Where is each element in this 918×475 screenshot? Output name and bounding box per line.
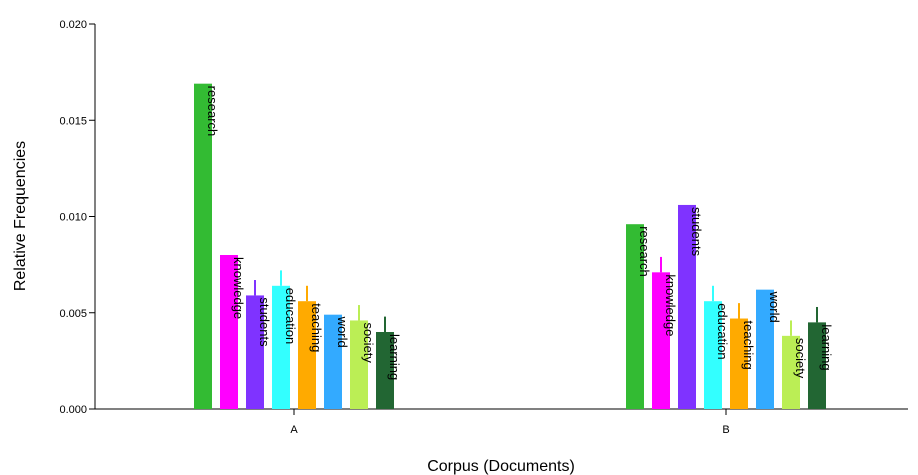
x-tick-label: A bbox=[290, 424, 298, 436]
bar-label: research bbox=[205, 86, 220, 137]
bar-world-A bbox=[324, 314, 342, 409]
bar-label: teaching bbox=[309, 303, 324, 352]
bar-research-B bbox=[626, 224, 644, 409]
bar-label: world bbox=[335, 316, 350, 348]
bar-label: knowledge bbox=[231, 257, 246, 319]
bar-label: society bbox=[793, 338, 808, 379]
bar-knowledge-B bbox=[652, 272, 670, 409]
bar-students-A bbox=[246, 295, 264, 409]
bar-world-B bbox=[756, 289, 774, 409]
bar-society-B bbox=[782, 335, 800, 409]
bar-label: education bbox=[283, 288, 298, 344]
bar-label: teaching bbox=[741, 321, 756, 370]
y-tick-label: 0.015 bbox=[59, 115, 87, 127]
y-tick-label: 0.000 bbox=[59, 404, 87, 416]
bar-label: knowledge bbox=[663, 274, 678, 336]
bar-label: students bbox=[257, 297, 272, 347]
bar-students-B bbox=[678, 204, 696, 409]
bar-knowledge-A bbox=[220, 255, 238, 409]
y-axis: 0.000 0.005 0.010 0.015 0.020 bbox=[59, 19, 96, 416]
bars-group: research knowledge students education teachi… bbox=[194, 83, 834, 410]
bar-research-A bbox=[194, 83, 212, 410]
y-tick-label: 0.010 bbox=[59, 212, 87, 224]
bar-label: society bbox=[361, 322, 376, 363]
bar-learning-A bbox=[376, 332, 394, 409]
bar-education-B bbox=[704, 301, 722, 409]
bar-society-A bbox=[350, 320, 368, 409]
bar-label: education bbox=[715, 303, 730, 359]
bar-label: learning bbox=[387, 334, 402, 380]
bar-label: world bbox=[767, 291, 782, 323]
bar-teaching-B bbox=[730, 318, 748, 409]
bar-learning-B bbox=[808, 322, 826, 409]
y-axis-title: Relative Frequencies bbox=[12, 141, 29, 291]
y-tick-label: 0.020 bbox=[59, 19, 87, 31]
y-tick-label: 0.005 bbox=[59, 308, 87, 320]
bar-label: research bbox=[637, 226, 652, 277]
x-tick-label: B bbox=[722, 424, 729, 436]
bar-label: learning bbox=[819, 324, 834, 370]
bar-label: students bbox=[689, 207, 704, 257]
x-axis-title: Corpus (Documents) bbox=[427, 458, 575, 475]
bar-teaching-A bbox=[298, 301, 316, 409]
bar-education-A bbox=[272, 285, 290, 409]
